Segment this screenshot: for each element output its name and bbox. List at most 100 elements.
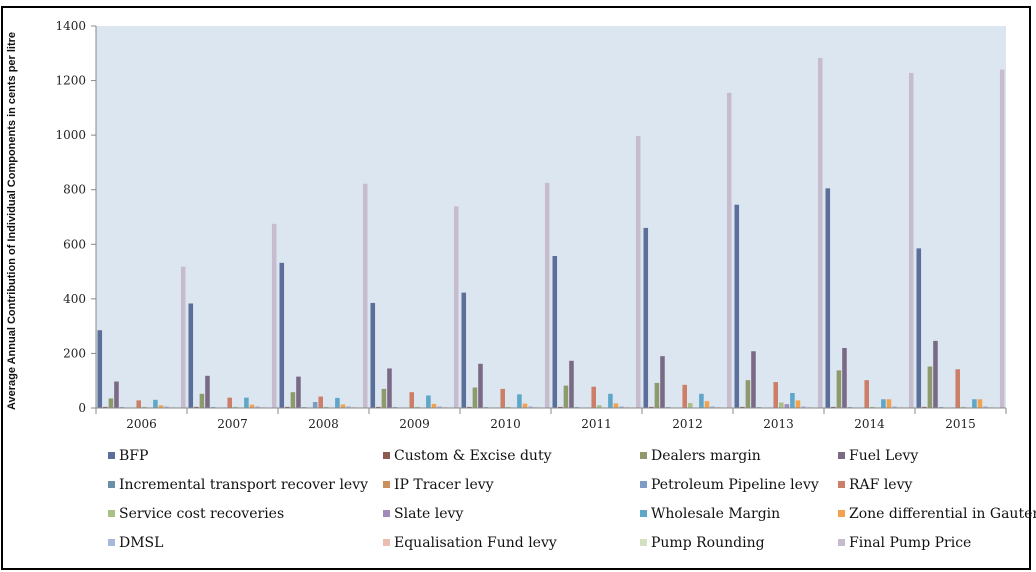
bar [426,395,431,408]
legend-swatch [640,510,647,517]
bar [472,387,478,408]
bar [972,399,977,408]
bar [108,398,114,408]
bar [199,393,205,408]
bar [453,206,459,408]
y-tick-label: 400 [63,292,86,306]
bar [569,360,574,408]
x-tick-label: 2008 [308,417,339,431]
bar [370,302,376,408]
x-tick-label: 2006 [126,417,157,431]
x-tick-label: 2007 [217,417,248,431]
legend-label: Equalisation Fund levy [394,535,557,551]
y-tick-label: 600 [63,237,86,251]
y-tick-label: 1400 [55,19,86,33]
bar [825,188,831,408]
legend-swatch [108,452,115,459]
bar [318,396,323,408]
bars [97,57,1005,409]
legend-label: Zone differential in Gauteng [849,506,1036,522]
bar [710,406,715,408]
bar [136,400,141,408]
bar [563,385,569,408]
legend-label: RAF levy [849,477,912,493]
legend-swatch [640,481,647,488]
x-tick-label: 2015 [945,417,976,431]
bar [362,183,368,408]
legend-label: IP Tracer levy [394,477,494,493]
bar [114,381,119,408]
bar [649,406,654,408]
bar [153,399,158,408]
bar [688,403,693,408]
bar [751,351,756,408]
legend-label: Fuel Levy [849,448,918,464]
bar [467,406,472,408]
bar [933,340,938,408]
bar [927,366,933,408]
y-tick-label: 800 [63,183,86,197]
bar [180,266,186,408]
legend-label: Final Pump Price [849,535,971,551]
bar [654,382,660,408]
legend-label: Wholesale Margin [651,506,780,522]
bar [158,405,164,408]
bar [227,397,232,408]
bar [734,204,740,408]
legend-swatch [838,452,845,459]
bar [381,388,387,408]
y-tick-label: 0 [78,401,86,415]
bar [296,376,301,408]
bar [908,72,914,408]
y-tick-label: 1000 [55,128,86,142]
bar [279,262,285,408]
legend-swatch [838,481,845,488]
bar [613,403,619,408]
bar [558,406,563,408]
bar [500,388,505,408]
x-tick-label: 2014 [854,417,885,431]
bar [864,380,869,408]
bar [552,256,558,408]
bar [335,397,340,408]
bar [916,248,922,408]
y-axis-ticks: 0 200 400 600 800 1000 1200 1400 [55,19,97,415]
legend-swatch [383,510,390,517]
bar [795,400,801,408]
bar [387,368,392,408]
legend-label: Dealers margin [651,448,761,464]
bar [597,405,602,408]
bar [376,406,381,408]
legend-swatch [108,510,115,517]
bar [660,356,665,408]
x-tick-label: 2012 [672,417,703,431]
x-tick-label: 2009 [399,417,430,431]
bar [244,397,249,408]
bar [591,386,596,408]
y-axis-label: Average Annual Contribution of Individua… [6,32,18,410]
legend-swatch [383,539,390,546]
y-tick-label: 200 [63,346,86,360]
bar [271,223,277,408]
bar [817,57,823,408]
bar [977,399,983,408]
bar [784,404,790,408]
bar [528,406,533,408]
bar [999,69,1005,409]
y-tick-label: 1200 [55,74,86,88]
bar [285,406,290,408]
bar [955,369,960,408]
legend-swatch [838,510,845,517]
bar [836,370,842,408]
legend-label: BFP [119,448,148,464]
legend-swatch [383,481,390,488]
bar [340,404,346,408]
bar [164,406,169,408]
bar [312,401,318,408]
legend-label: Service cost recoveries [119,506,284,522]
bar [892,406,897,408]
bar [103,406,108,408]
bar [544,182,550,408]
bar [790,392,795,408]
